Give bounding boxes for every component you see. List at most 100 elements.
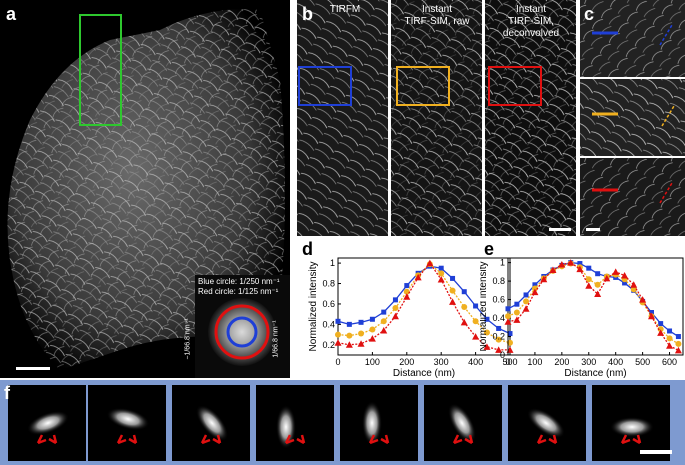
point-red (437, 275, 445, 283)
fft-left-axis-label: −1/66.8 nm⁻¹ (184, 318, 192, 360)
point-red (504, 318, 512, 325)
x-tick-label: 500 (502, 357, 517, 367)
point-orange (657, 326, 664, 333)
point-orange (335, 331, 341, 338)
point-red (603, 274, 611, 282)
point-orange (666, 335, 673, 342)
y-axis-label: Normalized intensity (308, 261, 319, 351)
point-red (522, 305, 530, 312)
panel-c-bottom (580, 158, 685, 236)
point-blue (577, 261, 583, 267)
x-tick-label: 200 (554, 357, 569, 367)
x-tick-label: 400 (608, 357, 623, 367)
point-red (540, 275, 548, 283)
point-orange (594, 281, 601, 288)
roi-green-box (79, 14, 122, 126)
x-tick-label: 100 (365, 357, 380, 367)
column-title-tirfm: TIRFM (329, 4, 361, 15)
point-orange (675, 340, 682, 347)
roi-orange-box (396, 66, 450, 106)
panel-label-b: b (302, 4, 313, 24)
x-tick-label: 0 (505, 357, 510, 367)
point-blue (507, 331, 513, 337)
x-tick-label: 600 (662, 357, 677, 367)
point-red (357, 340, 365, 347)
y-tick-label: 0.4 (322, 319, 335, 329)
point-orange (346, 332, 353, 339)
point-red (657, 329, 665, 336)
column-title-deconvolved: Instant TIRF-SIM, deconvolved (502, 4, 560, 39)
point-red (630, 281, 638, 288)
y-tick-label: 0 (500, 350, 505, 360)
point-red (513, 316, 521, 323)
point-red (585, 282, 593, 289)
point-red (674, 346, 682, 354)
point-blue (346, 321, 352, 327)
point-red (380, 326, 388, 334)
point-orange (358, 330, 365, 337)
x-tick-label: 300 (581, 357, 596, 367)
y-tick-label: 0.6 (322, 299, 335, 309)
point-orange (369, 326, 376, 333)
x-axis-label: Distance (nm) (564, 368, 626, 379)
panel-b-raw (391, 0, 482, 236)
spot-image-2 (88, 385, 166, 461)
point-red (594, 290, 602, 298)
y-tick-label: 1 (330, 258, 335, 268)
y-tick-label: 1 (500, 258, 505, 268)
point-blue (335, 318, 341, 324)
point-blue (496, 325, 502, 331)
point-orange (630, 286, 637, 293)
point-red (549, 266, 557, 274)
fft-right-axis-label: 1/66.8 nm⁻¹ (272, 320, 280, 358)
panel-b-deconv (485, 0, 576, 236)
point-red (621, 272, 629, 279)
point-red (666, 342, 674, 349)
y-tick-label: 0.8 (322, 279, 335, 289)
point-blue (450, 275, 456, 281)
x-tick-label: 0 (335, 357, 340, 367)
point-orange (392, 305, 399, 312)
spot-image-7 (508, 385, 586, 461)
point-red (639, 296, 647, 303)
point-blue (514, 301, 520, 307)
point-orange (472, 318, 479, 325)
series-line-orange (337, 263, 511, 344)
point-orange (461, 304, 468, 311)
y-axis-label: Normalized intensity (480, 261, 489, 351)
y-tick-label: 0.6 (492, 295, 505, 305)
series-line-red (507, 261, 679, 351)
point-red (472, 333, 480, 340)
y-tick-label: 0.4 (492, 313, 505, 323)
scale-bar-c (586, 228, 600, 231)
point-blue (523, 292, 529, 298)
point-red (612, 268, 620, 275)
point-blue (595, 271, 601, 277)
panel-label-d: d (302, 239, 313, 259)
point-orange (585, 276, 592, 283)
point-orange (483, 329, 490, 336)
panel-label-c: c (584, 4, 595, 24)
point-orange (523, 298, 530, 305)
point-blue (392, 297, 398, 303)
spot-image-5 (340, 385, 418, 461)
point-red (414, 273, 422, 281)
red-circle-label: Red circle: 1/125 nm⁻¹ (198, 287, 279, 296)
x-axis-label: Distance (nm) (393, 368, 455, 379)
series-line-orange (507, 262, 679, 345)
point-red (576, 265, 584, 273)
point-blue (404, 283, 410, 289)
point-red (567, 259, 575, 266)
x-tick-label: 200 (399, 357, 414, 367)
x-tick-label: 500 (635, 357, 650, 367)
blue-circle (226, 316, 258, 348)
point-red (495, 346, 503, 353)
point-orange (449, 287, 456, 294)
scale-bar-b (549, 228, 571, 231)
point-blue (358, 319, 364, 325)
point-blue (484, 316, 490, 322)
series-line-blue (507, 261, 679, 338)
point-red (531, 288, 539, 296)
point-blue (505, 306, 511, 312)
roi-red-box (488, 66, 542, 106)
